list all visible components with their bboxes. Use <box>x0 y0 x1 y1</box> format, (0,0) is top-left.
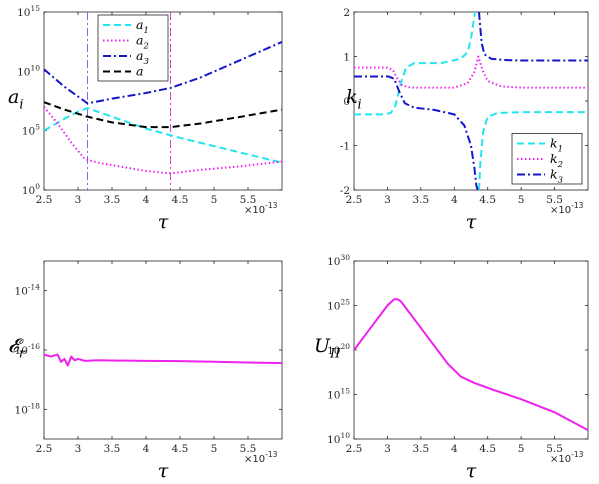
y-axis-label: UII <box>314 335 341 362</box>
series-line-k_3 <box>478 12 588 62</box>
chart-panel-1: 2.5 3 3.5 4 4.5 5 5.5 100 105 1010 1015 ×10-13 τ ai a1… <box>8 4 283 233</box>
x-multiplier: ×10-13 <box>244 450 278 465</box>
legend-label: k2 <box>550 151 563 170</box>
y-axis-label: ai <box>8 86 23 113</box>
y-tick-label: 100 <box>22 182 40 197</box>
series-line-k_3 <box>354 75 479 190</box>
x-tick-label: 5 <box>518 443 525 455</box>
series-line-a_3 <box>44 41 282 105</box>
x-tick-label: 3 <box>384 443 391 455</box>
series-line-a_2 <box>44 106 282 175</box>
legend-label: a <box>136 64 143 79</box>
x-tick-label: 5 <box>211 443 218 455</box>
y-tick-label: 1020 <box>327 342 350 357</box>
x-tick-label: 5.5 <box>240 443 257 455</box>
series-line-data <box>44 353 282 367</box>
x-tick-label: 5 <box>518 194 525 206</box>
x-tick-label: 4.5 <box>479 194 496 206</box>
y-tick-label: 1010 <box>17 63 40 78</box>
x-tick-label: 4 <box>143 443 150 455</box>
x-axis-label: τ <box>466 460 477 482</box>
y-tick-label: 1010 <box>327 431 350 446</box>
legend-box <box>511 133 583 185</box>
y-tick-label: 1015 <box>17 4 40 19</box>
x-tick-label: 3.5 <box>413 443 430 455</box>
legend-label: a2 <box>136 33 149 52</box>
x-tick-label: 3.5 <box>104 443 121 455</box>
series-group <box>44 41 282 175</box>
x-tick-label: 2.5 <box>36 194 53 206</box>
series-group <box>354 298 588 431</box>
x-tick-label: 2.5 <box>346 443 363 455</box>
x-axis-label: τ <box>158 460 169 482</box>
x-tick-label: 3.5 <box>104 194 121 206</box>
y-tick-label: 1015 <box>327 387 350 402</box>
series-line-data <box>354 298 588 431</box>
y-tick-label: 105 <box>22 123 40 138</box>
series-line-k_2 <box>354 55 588 89</box>
x-tick-label: 4.5 <box>172 443 189 455</box>
y-tick-label: 2 <box>343 7 350 19</box>
x-multiplier: ×10-13 <box>550 201 584 216</box>
legend-label: k1 <box>550 136 563 155</box>
x-tick-label: 4 <box>143 194 150 206</box>
x-axis-label: τ <box>466 211 477 233</box>
x-multiplier: ×10-13 <box>550 450 584 465</box>
x-multiplier: ×10-13 <box>244 201 278 216</box>
x-tick-label: 4.5 <box>172 194 189 206</box>
series-line-a_1 <box>44 107 282 164</box>
x-tick-label: 5.5 <box>546 443 563 455</box>
y-tick-label: 1 <box>343 52 350 64</box>
series-line-a <box>44 101 282 129</box>
y-tick-label: 10-16 <box>15 342 41 357</box>
x-tick-label: 3 <box>75 443 82 455</box>
legend-label: k3 <box>550 167 563 186</box>
y-tick-label: 0 <box>343 96 350 108</box>
x-axis-label: τ <box>158 211 169 233</box>
legend-label: a1 <box>136 17 149 36</box>
x-tick-label: 4.5 <box>479 443 496 455</box>
legend-label: a3 <box>136 48 149 67</box>
y-tick-label: -2 <box>340 185 350 197</box>
x-tick-label: 3 <box>75 194 82 206</box>
y-tick-label: 10-18 <box>15 401 41 416</box>
y-tick-label: 10-14 <box>15 283 41 298</box>
y-tick-label: 1025 <box>327 298 350 313</box>
x-tick-label: 3 <box>384 194 391 206</box>
series-group <box>44 353 282 367</box>
series-line-k_1 <box>354 12 476 116</box>
x-tick-label: 2.5 <box>346 194 363 206</box>
y-tick-label: 1030 <box>327 253 350 268</box>
x-tick-label: 5.5 <box>240 194 257 206</box>
y-tick-label: -1 <box>340 141 350 153</box>
series-group <box>354 12 588 190</box>
x-tick-label: 5.5 <box>546 194 563 206</box>
y-axis-label: ki <box>346 86 362 113</box>
x-tick-label: 5 <box>211 194 218 206</box>
chart-panel-3: 2.5 3 3.5 4 4.5 5 5.5 10-18 10-16 10-14 ×10-13 τ 𝓔r <box>8 260 283 482</box>
x-tick-label: 4 <box>451 443 458 455</box>
legend-box <box>97 14 169 82</box>
y-axis-label: 𝓔r <box>8 335 26 362</box>
series-line-k_1 <box>478 111 588 190</box>
x-tick-label: 3.5 <box>413 194 430 206</box>
chart-panel-4: 2.5 3 3.5 4 4.5 5 5.5 1010 1015 1020 1025 1030 ×10-1… <box>314 253 589 482</box>
x-tick-label: 4 <box>451 194 458 206</box>
plot-area <box>43 260 283 440</box>
x-tick-label: 2.5 <box>36 443 53 455</box>
